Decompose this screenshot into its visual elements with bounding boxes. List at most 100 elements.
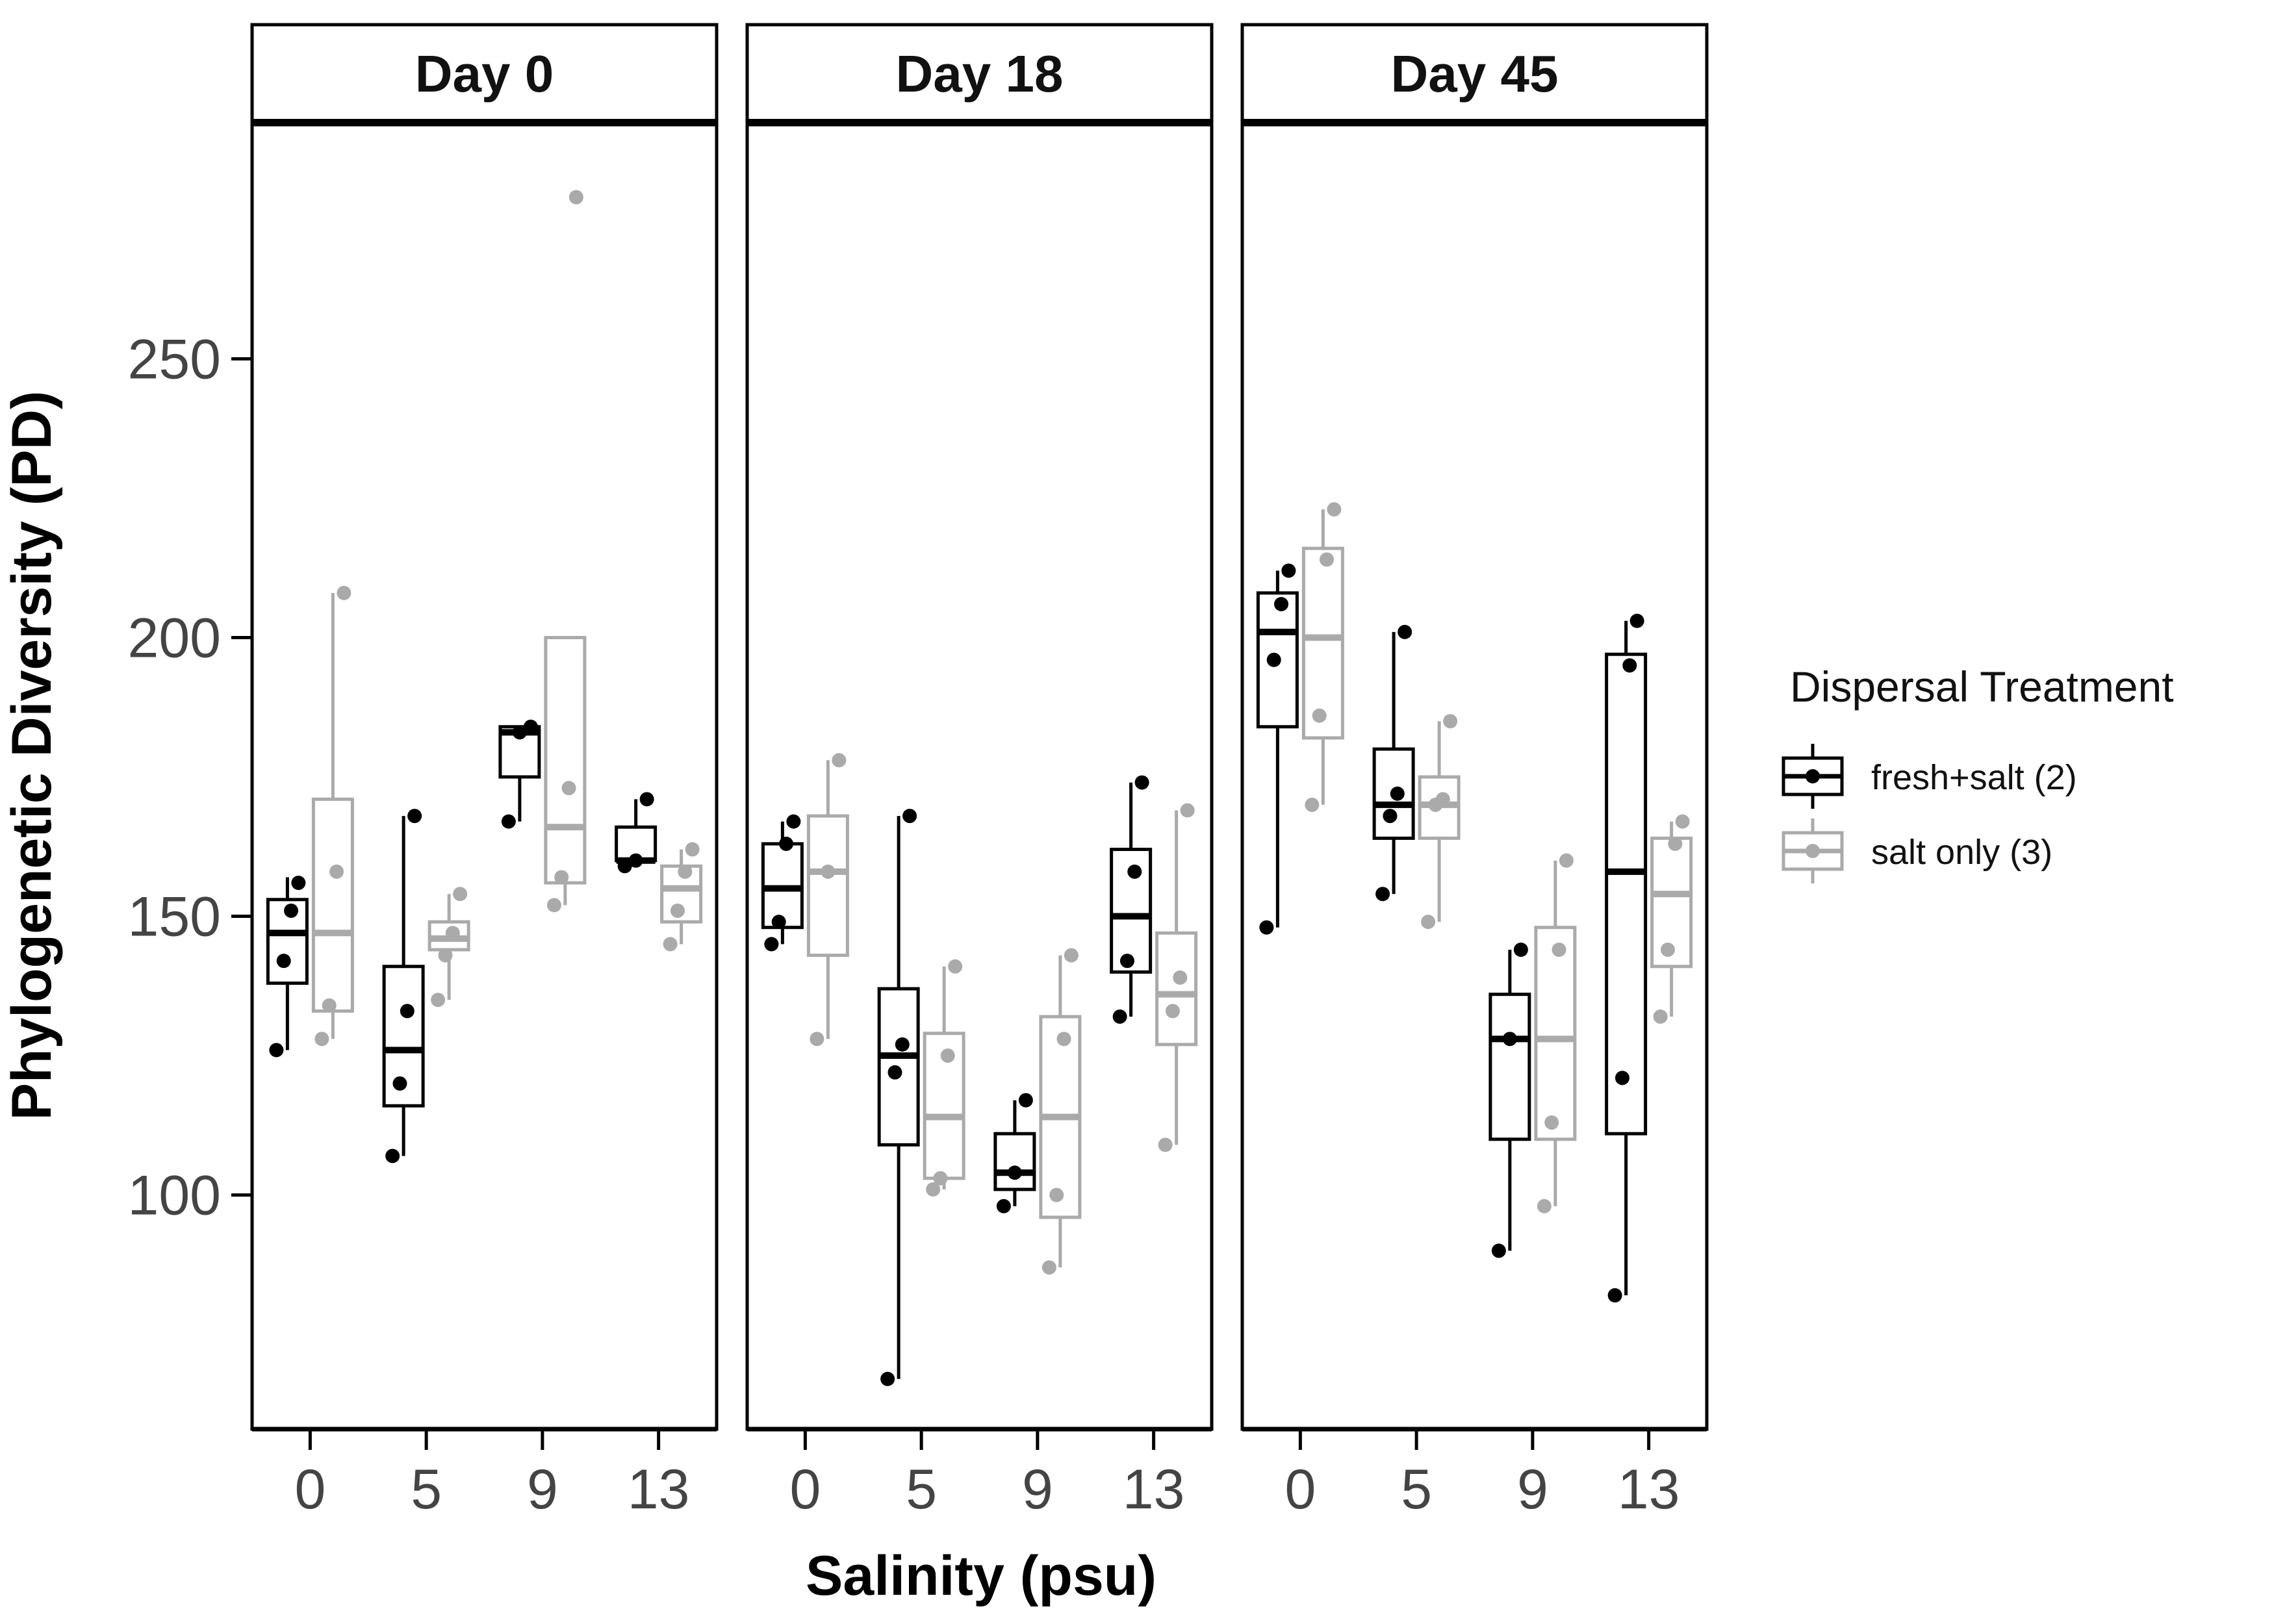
x-axis: 0 5 9 13	[252, 1427, 717, 1521]
box-element	[1605, 613, 1648, 1303]
data-point	[400, 1004, 415, 1019]
x-tick-label: 13	[628, 1458, 690, 1521]
series-group	[761, 775, 1153, 1386]
box-element	[311, 585, 354, 1047]
data-point	[284, 903, 299, 918]
data-point	[445, 926, 460, 941]
facet-panel: Day 18 0 5 9 13	[745, 23, 1214, 1521]
data-point	[1064, 948, 1079, 963]
data-point	[431, 993, 446, 1008]
facet-panels: Day 0 0 5 9 13 Day 18 0 5 9 13 Day 45 0 5 9 13	[250, 23, 1709, 1521]
box-element	[544, 190, 587, 913]
data-point	[385, 1148, 400, 1163]
data-point	[926, 1182, 941, 1197]
series-group	[1301, 502, 1693, 1213]
data-point	[1266, 652, 1281, 667]
data-point	[501, 814, 516, 829]
box-element	[1418, 714, 1461, 930]
facet-title: Day 45	[1391, 45, 1559, 103]
data-point	[1312, 708, 1327, 723]
legend-item: fresh+salt (2)	[1782, 744, 2077, 809]
data-point	[1173, 970, 1188, 985]
legend-item: salt only (3)	[1782, 818, 2052, 883]
data-point	[314, 1032, 329, 1047]
y-tick-label: 150	[128, 886, 222, 948]
data-point	[771, 915, 786, 930]
box-iqr	[311, 797, 354, 1013]
data-point	[392, 1076, 407, 1091]
data-point	[1398, 624, 1412, 639]
data-point	[1259, 920, 1274, 935]
data-point	[1537, 1199, 1552, 1213]
data-point	[337, 585, 351, 600]
y-tick-label: 200	[128, 607, 222, 669]
facet-panel: Day 45 0 5 9 13	[1240, 23, 1709, 1521]
x-tick-label: 9	[527, 1458, 558, 1521]
legend-label: salt only (3)	[1871, 833, 2052, 872]
data-point	[1390, 786, 1405, 801]
data-point	[1134, 775, 1149, 790]
y-axis: 100 150 200 250	[128, 328, 252, 1227]
x-axis: 0 5 9 13	[1242, 1427, 1707, 1521]
data-point	[1607, 1288, 1622, 1303]
data-point	[1056, 1032, 1071, 1047]
data-point	[786, 814, 801, 829]
facet-strip: Day 45	[1240, 23, 1709, 124]
panel-border	[250, 123, 719, 1431]
box-element	[498, 719, 541, 829]
data-point	[996, 1199, 1011, 1213]
data-point	[291, 876, 306, 891]
box-element	[761, 814, 804, 952]
data-point	[1421, 915, 1436, 930]
data-point	[902, 809, 917, 824]
data-point	[678, 864, 693, 879]
data-point	[1668, 836, 1683, 851]
data-point	[810, 1032, 824, 1047]
box-element	[993, 1093, 1036, 1213]
x-tick-label: 5	[906, 1458, 937, 1521]
data-point	[670, 903, 685, 918]
data-point	[322, 998, 337, 1013]
box-element	[877, 809, 920, 1386]
data-point	[1007, 1165, 1022, 1180]
data-point	[779, 836, 794, 851]
data-point	[1158, 1137, 1173, 1152]
legend-key	[1782, 744, 1844, 809]
data-point	[276, 954, 291, 969]
x-tick-label: 9	[1517, 1458, 1548, 1521]
legend: Dispersal Treatment fresh+salt (2) salt o…	[1782, 663, 2174, 883]
box-element	[1372, 624, 1415, 902]
data-point	[933, 1171, 948, 1186]
data-point	[1675, 814, 1690, 829]
facet-strip: Day 0	[250, 23, 719, 124]
data-point	[895, 1037, 910, 1052]
data-point	[512, 725, 527, 740]
box-iqr	[1301, 546, 1344, 740]
box-element	[1110, 775, 1153, 1024]
data-point	[1041, 1260, 1056, 1275]
box-element	[382, 809, 425, 1163]
data-point	[329, 864, 344, 879]
data-point	[523, 719, 538, 734]
x-tick-label: 5	[411, 1458, 442, 1521]
x-tick-label: 13	[1618, 1458, 1680, 1521]
facet-panel: Day 0 0 5 9 13	[250, 23, 719, 1521]
data-point	[1559, 853, 1574, 868]
data-point	[568, 190, 583, 205]
x-tick-label: 5	[1401, 1458, 1432, 1521]
x-tick-label: 9	[1022, 1458, 1053, 1521]
box-iqr	[266, 898, 309, 985]
facet-title: Day 0	[415, 45, 554, 103]
data-point	[1544, 1115, 1559, 1130]
data-point	[438, 948, 453, 963]
data-point	[663, 937, 678, 952]
data-point	[1615, 1071, 1629, 1085]
data-point	[617, 859, 632, 874]
data-point	[821, 864, 836, 879]
legend-key-point	[1806, 844, 1820, 858]
data-point	[639, 792, 654, 807]
box-element	[428, 887, 470, 1008]
y-tick-label: 100	[128, 1165, 222, 1227]
box-element	[806, 753, 849, 1047]
